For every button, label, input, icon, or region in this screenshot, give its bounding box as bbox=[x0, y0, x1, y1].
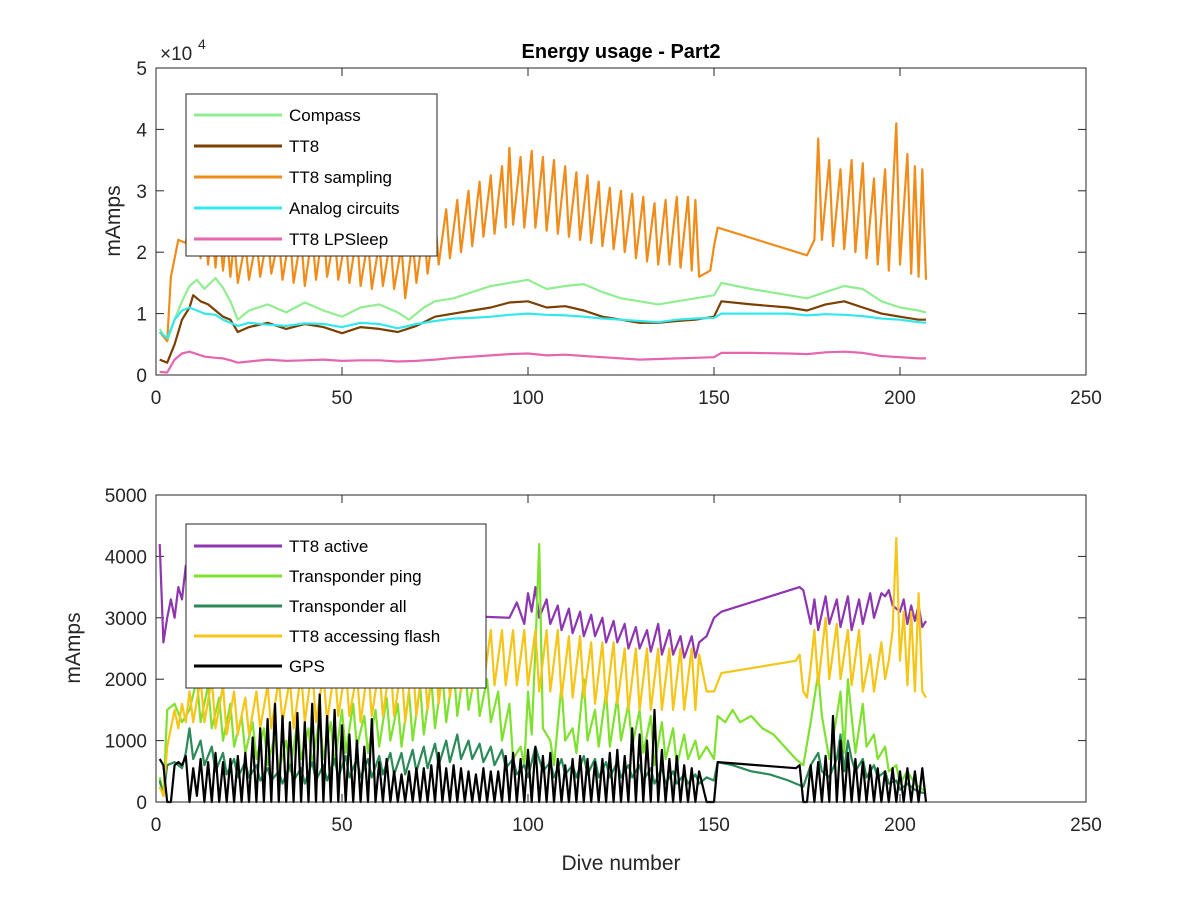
top-series-analog-circuits bbox=[158, 306, 927, 340]
bottom-legend-label: TT8 accessing flash bbox=[289, 627, 440, 646]
bottom-legend-label: TT8 active bbox=[289, 537, 368, 556]
top-chart-title: Energy usage - Part2 bbox=[522, 41, 721, 63]
top-y-tick-label: 1 bbox=[136, 305, 147, 326]
top-series-tt8-lpsleep bbox=[159, 350, 926, 374]
top-legend: Compass TT8 TT8 sampling Analog circuits TT8… bbox=[185, 93, 438, 257]
top-legend-label: TT8 bbox=[289, 137, 319, 156]
bottom-y-tick-label: 3000 bbox=[105, 609, 147, 630]
bottom-x-tick-label: 50 bbox=[331, 815, 352, 836]
top-series-tt8 bbox=[159, 294, 926, 364]
bottom-x-axis-label: Dive number bbox=[561, 852, 680, 875]
top-y-tick-label: 4 bbox=[136, 120, 147, 141]
top-exponent-label: ×10 4 bbox=[160, 36, 206, 65]
bottom-legend-label: Transponder ping bbox=[289, 567, 422, 586]
top-y-tick-label: 0 bbox=[136, 366, 147, 387]
bottom-x-tick-label: 0 bbox=[151, 815, 162, 836]
top-legend-label: Compass bbox=[289, 106, 361, 125]
bottom-x-tick-label: 100 bbox=[512, 815, 544, 836]
bottom-x-tick-label: 150 bbox=[698, 815, 730, 836]
top-legend-label: TT8 LPSleep bbox=[289, 230, 388, 249]
bottom-legend: TT8 active Transponder ping Transponder al… bbox=[185, 523, 487, 689]
top-axes-ticks: 0 50 100 150 200 250 0 1 2 3 4 5 bbox=[136, 59, 1101, 409]
bottom-x-tick-label: 250 bbox=[1070, 815, 1102, 836]
top-legend-label: Analog circuits bbox=[289, 199, 400, 218]
top-legend-label: TT8 sampling bbox=[289, 168, 392, 187]
top-x-tick-label: 50 bbox=[331, 388, 352, 409]
top-y-axis-label: mAmps bbox=[102, 185, 125, 256]
bottom-y-tick-label: 5000 bbox=[105, 486, 147, 507]
bottom-series-transponder-ping bbox=[158, 543, 926, 797]
bottom-y-tick-label: 2000 bbox=[105, 670, 147, 691]
top-x-tick-label: 250 bbox=[1070, 388, 1102, 409]
bottom-series-tt8-active bbox=[158, 544, 927, 659]
top-chart: Energy usage - Part2 mAmps ×10 4 0 50 100 1… bbox=[102, 36, 1102, 409]
bottom-legend-label: GPS bbox=[289, 657, 325, 676]
top-x-tick-label: 200 bbox=[884, 388, 916, 409]
top-series-lines bbox=[158, 122, 928, 374]
top-legend-box bbox=[185, 93, 438, 257]
top-y-tick-label: 3 bbox=[136, 182, 147, 203]
bottom-axes-frame bbox=[155, 494, 1087, 803]
bottom-series-tt8-accessing-flash bbox=[158, 536, 927, 797]
bottom-x-tick-label: 200 bbox=[884, 815, 916, 836]
top-x-tick-label: 150 bbox=[698, 388, 730, 409]
top-y-tick-label: 5 bbox=[136, 59, 147, 80]
bottom-y-tick-label: 1000 bbox=[105, 732, 147, 753]
top-series-tt8-sampling bbox=[158, 122, 928, 343]
top-x-tick-label: 0 bbox=[151, 388, 162, 409]
bottom-series-lines bbox=[158, 536, 928, 804]
bottom-axes-ticks: 0 50 100 150 200 250 0 1000 2000 3000 4000 5000 bbox=[105, 486, 1102, 836]
top-axes-frame bbox=[155, 67, 1087, 376]
top-exponent-power: 4 bbox=[198, 36, 206, 52]
bottom-legend-label: Transponder all bbox=[289, 597, 407, 616]
top-y-tick-label: 2 bbox=[136, 243, 147, 264]
top-exponent-base: ×10 bbox=[160, 44, 192, 65]
bottom-y-axis-label: mAmps bbox=[62, 612, 85, 683]
bottom-chart: mAmps Dive number 0 50 100 150 200 250 0 1000 20… bbox=[62, 486, 1102, 875]
top-x-tick-label: 100 bbox=[512, 388, 544, 409]
top-series-compass bbox=[158, 276, 927, 343]
bottom-y-tick-label: 0 bbox=[136, 793, 147, 814]
bottom-y-tick-label: 4000 bbox=[105, 547, 147, 568]
